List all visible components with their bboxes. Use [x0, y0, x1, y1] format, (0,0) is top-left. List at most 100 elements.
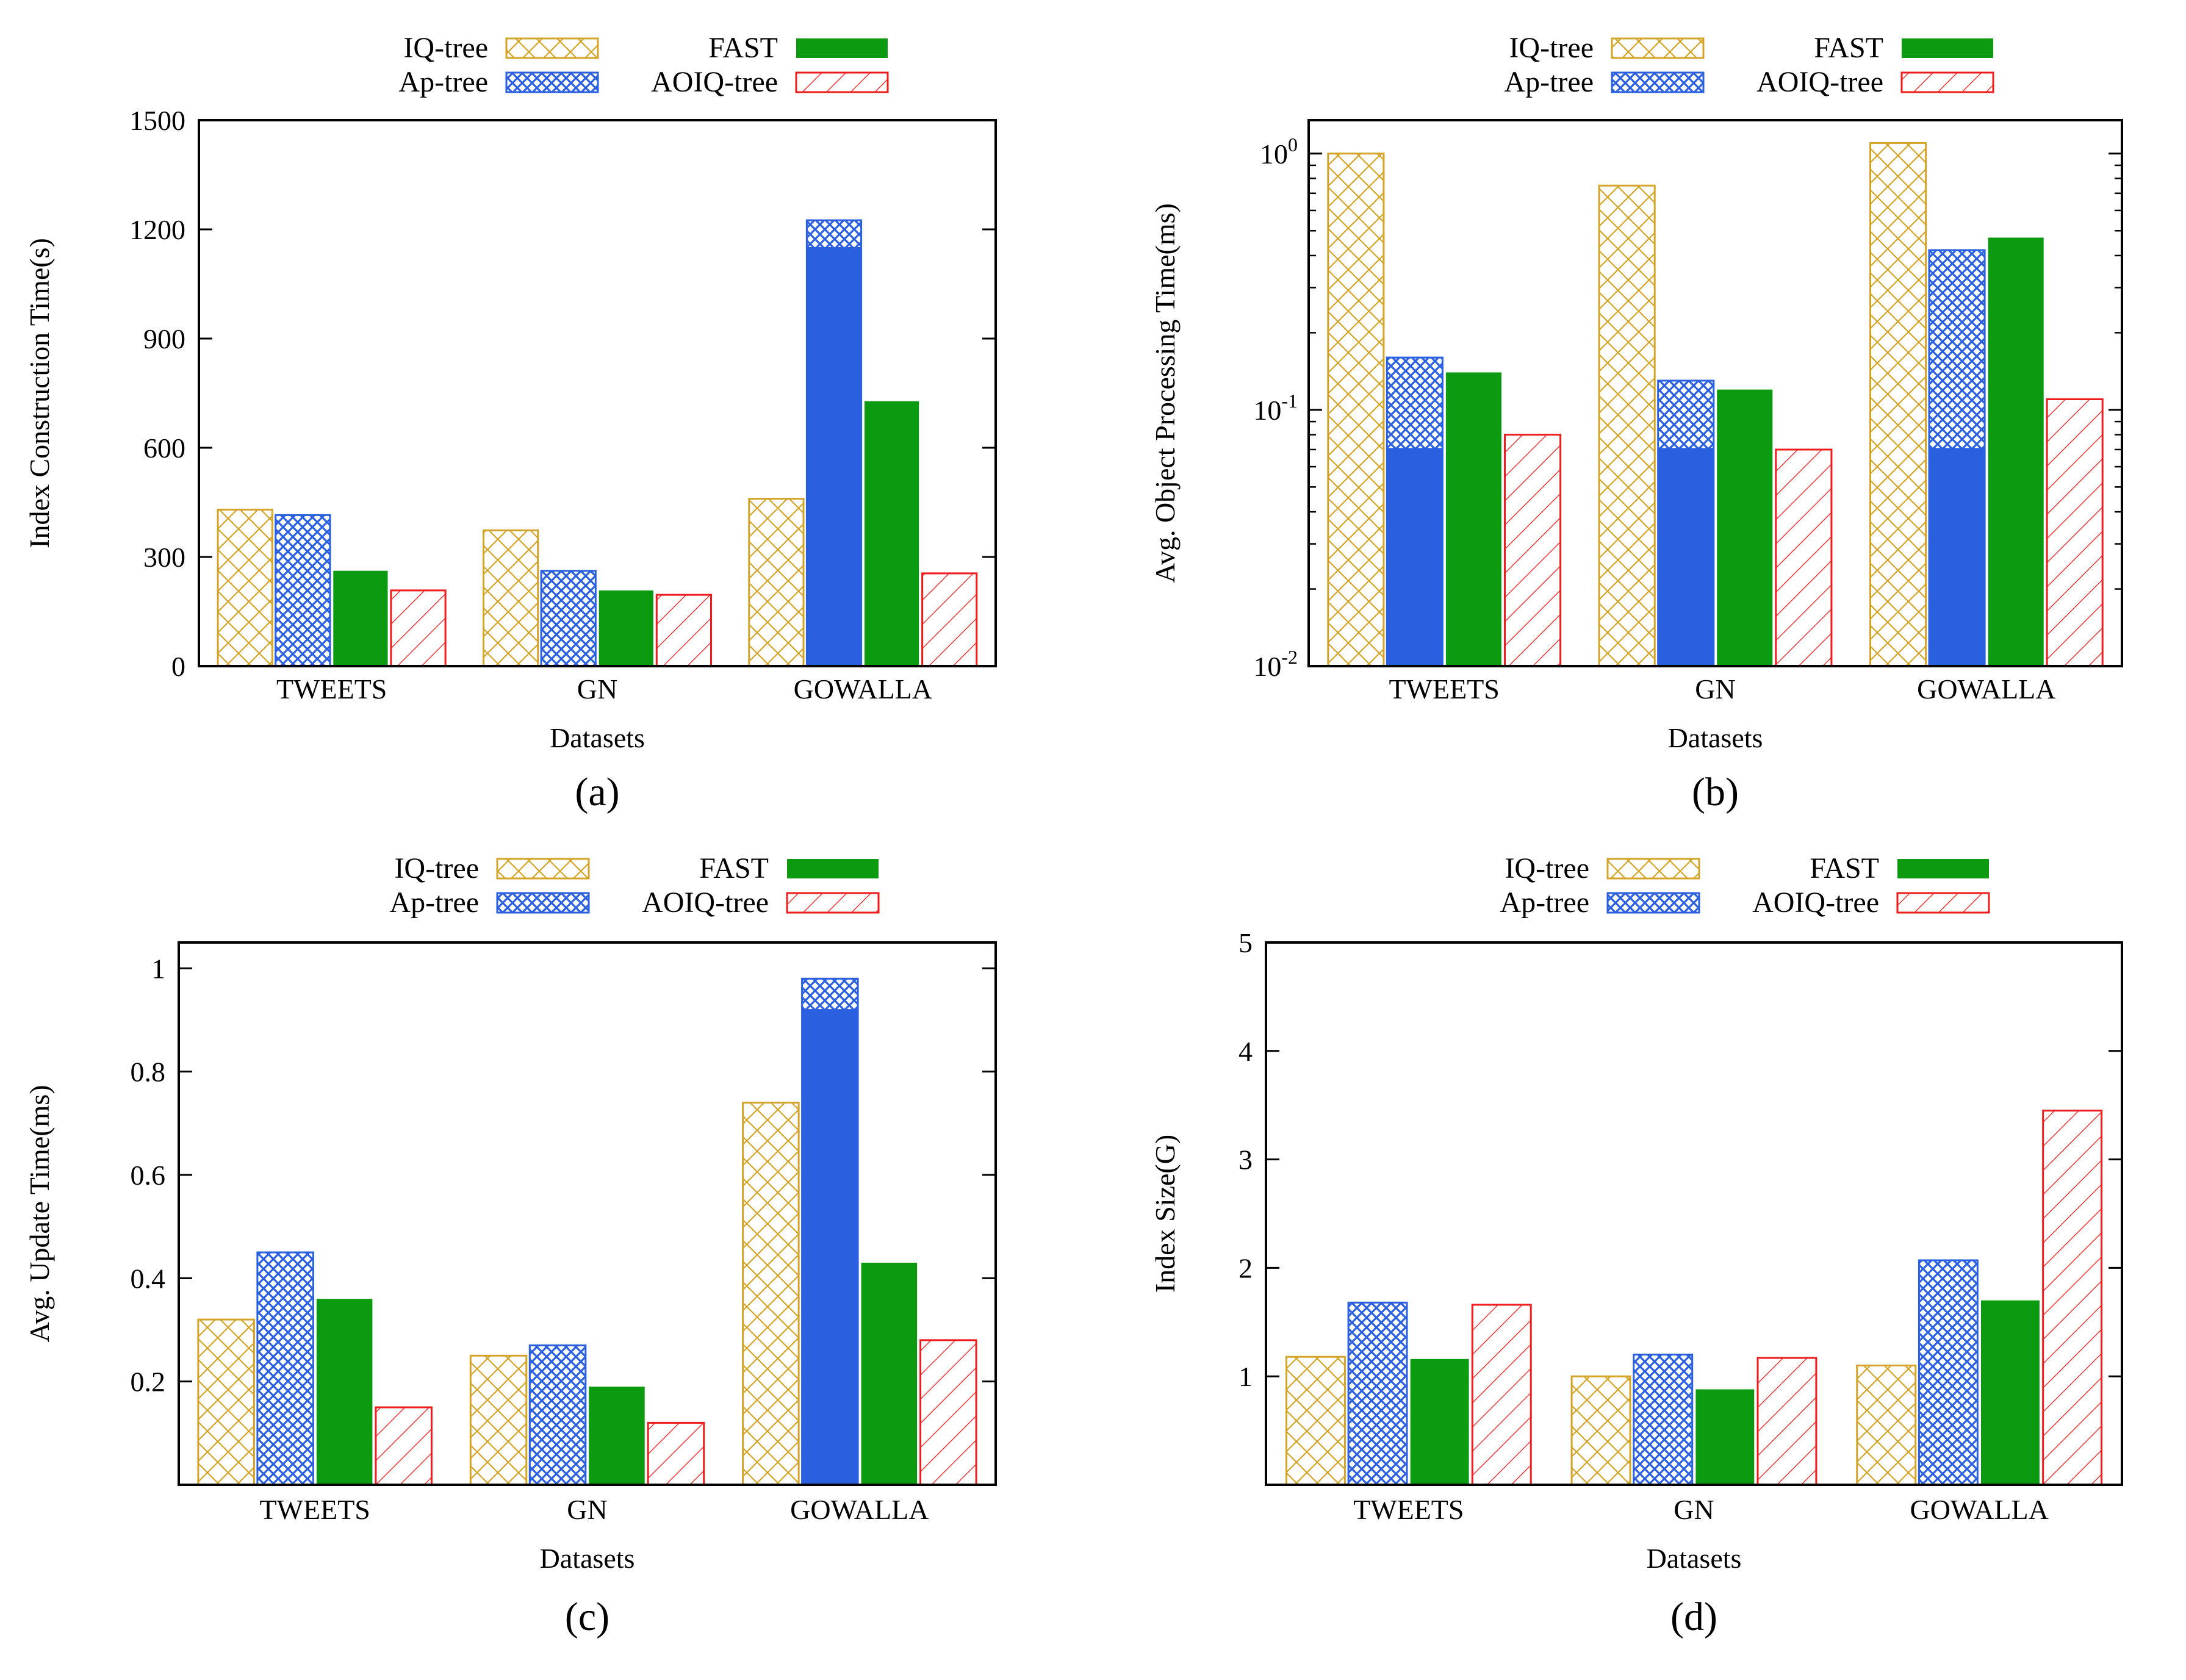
- y-tick-label: 1: [1239, 1361, 1253, 1392]
- legend-swatch-fast: [1902, 38, 1993, 58]
- bar-ap-tree-gowalla: [1918, 1259, 1979, 1486]
- bar-iq-tree-gn: [483, 529, 539, 667]
- bar-fast-gowalla: [865, 401, 919, 666]
- y-axis-title: Avg. Update Time(ms): [24, 1085, 55, 1342]
- legend-swatch-ap-tree: [1611, 71, 1705, 93]
- bar-ap-tree-dense-gowalla: [1929, 448, 1985, 666]
- category-label-tweets: TWEETS: [259, 1494, 370, 1525]
- chart-panel-b: TWEETS GN GOWALLA 10-2 10-1 100 Avg. Object Pr…: [1149, 32, 2123, 814]
- y-tick-label: 600: [143, 433, 185, 464]
- legend-label-fast: FAST: [1814, 32, 1883, 64]
- bar-aoiq-tree-gowalla: [2042, 1110, 2103, 1486]
- bars-c: [197, 977, 977, 1486]
- y-tick-label: 1200: [129, 214, 185, 245]
- plot-frame-a: [198, 119, 997, 667]
- y-tick-label: 0: [171, 651, 185, 682]
- bar-aoiq-tree-tweets: [390, 589, 447, 667]
- category-label-gowalla: GOWALLA: [1917, 673, 2055, 705]
- legend-label-aoiq-tree: AOIQ-tree: [1756, 66, 1883, 98]
- y-axis-title: Index Construction Time(s): [24, 238, 55, 548]
- x-axis-title: Datasets: [1668, 722, 1763, 753]
- legend-label-fast: FAST: [708, 32, 778, 64]
- legend-swatch-aoiq-tree: [1900, 71, 1994, 93]
- legend-label-aoiq-tree: AOIQ-tree: [642, 886, 769, 919]
- bar-fast-gn: [599, 590, 653, 666]
- y-tick-label: 0.4: [131, 1263, 166, 1294]
- bar-fast-gn: [1717, 389, 1773, 666]
- x-axis-title: Datasets: [540, 1543, 635, 1574]
- panel-label: (b): [1692, 770, 1739, 814]
- category-label-tweets: TWEETS: [1353, 1494, 1464, 1525]
- legend-swatch-ap-tree: [505, 71, 599, 93]
- y-tick-label: 1: [151, 953, 165, 984]
- plot-frame-b: [1307, 119, 2123, 667]
- legend-swatch-ap-tree: [496, 892, 590, 914]
- bar-iq-tree-gowalla: [742, 1102, 800, 1486]
- bar-iq-tree-tweets: [1327, 153, 1385, 667]
- category-label-tweets: TWEETS: [276, 673, 387, 705]
- legend-label-fast: FAST: [1810, 852, 1879, 885]
- bar-ap-tree-gn: [1633, 1354, 1694, 1486]
- legend-swatch-iq-tree: [1611, 37, 1705, 59]
- bar-aoiq-tree-gn: [1775, 448, 1833, 667]
- bar-iq-tree-gn: [1598, 184, 1656, 667]
- y-axis-title: Index Size(G): [1149, 1135, 1181, 1293]
- x-axis-title: Datasets: [1647, 1543, 1742, 1574]
- chart-panel-d: TWEETS GN GOWALLA 1 2 3 4 5 Index Size(G) Dataset…: [1149, 852, 2123, 1639]
- legend-label-aoiq-tree: AOIQ-tree: [651, 66, 778, 98]
- bar-iq-tree-tweets: [1285, 1355, 1346, 1486]
- y-tick-label: 4: [1239, 1036, 1253, 1067]
- legend-swatch-ap-tree: [1606, 892, 1700, 914]
- x-axis-title: Datasets: [550, 722, 645, 753]
- legend-label-ap-tree: Ap-tree: [389, 886, 479, 919]
- bar-iq-tree-tweets: [197, 1318, 255, 1486]
- category-label-gn: GN: [577, 673, 617, 705]
- y-tick-label: 2: [1239, 1252, 1253, 1283]
- bar-ap-tree-dense-gowalla: [807, 246, 861, 666]
- legend-swatch-iq-tree: [496, 858, 590, 880]
- bar-aoiq-tree-gn: [1756, 1357, 1817, 1486]
- legend-swatch-aoiq-tree: [795, 71, 889, 93]
- bars-d: [1285, 1110, 2103, 1486]
- bar-iq-tree-gn: [469, 1354, 528, 1486]
- bar-fast-gowalla: [861, 1262, 918, 1485]
- legend-label-iq-tree: IQ-tree: [1509, 32, 1594, 64]
- y-tick-label: 300: [143, 542, 185, 573]
- legend-label-iq-tree: IQ-tree: [394, 852, 479, 885]
- bar-fast-tweets: [1410, 1359, 1469, 1485]
- bar-aoiq-tree-gn: [647, 1421, 705, 1486]
- y-tick-label: 0.8: [131, 1057, 166, 1088]
- bar-ap-tree-gn: [540, 570, 597, 667]
- legend-label-aoiq-tree: AOIQ-tree: [1752, 886, 1879, 919]
- legend-swatch-aoiq-tree: [1896, 892, 1990, 914]
- bar-iq-tree-tweets: [217, 508, 273, 667]
- bar-fast-gowalla: [1988, 237, 2044, 666]
- bar-fast-tweets: [333, 570, 388, 666]
- bar-aoiq-tree-tweets: [1471, 1304, 1532, 1486]
- category-label-gowalla: GOWALLA: [794, 673, 932, 705]
- panel-label: (d): [1670, 1595, 1717, 1639]
- category-label-gn: GN: [567, 1494, 607, 1525]
- y-tick-label: 10-1: [1253, 390, 1298, 426]
- y-tick-label: 900: [143, 323, 185, 354]
- bar-aoiq-tree-gowalla: [2046, 398, 2104, 667]
- legend-label-ap-tree: Ap-tree: [1504, 66, 1594, 98]
- bar-fast-tweets: [1445, 372, 1501, 666]
- category-label-gowalla: GOWALLA: [1910, 1494, 2048, 1525]
- y-tick-label: 0.2: [131, 1366, 166, 1398]
- bar-ap-tree-tweets: [275, 514, 331, 667]
- bar-fast-gn: [589, 1387, 645, 1485]
- bar-ap-tree-gn: [528, 1344, 587, 1486]
- bar-ap-tree-dense-tweets: [1387, 448, 1443, 666]
- y-tick-label: 1500: [129, 105, 185, 136]
- bars-b: [1327, 142, 2104, 667]
- bar-ap-tree-dense-gowalla: [802, 1009, 858, 1485]
- bar-ap-tree-tweets: [256, 1251, 314, 1486]
- bar-ap-tree-tweets: [1347, 1301, 1408, 1486]
- legend-swatch-fast: [1897, 859, 1989, 878]
- legend-swatch-iq-tree: [1606, 858, 1700, 880]
- bar-ap-tree-dense-gn: [1658, 448, 1714, 666]
